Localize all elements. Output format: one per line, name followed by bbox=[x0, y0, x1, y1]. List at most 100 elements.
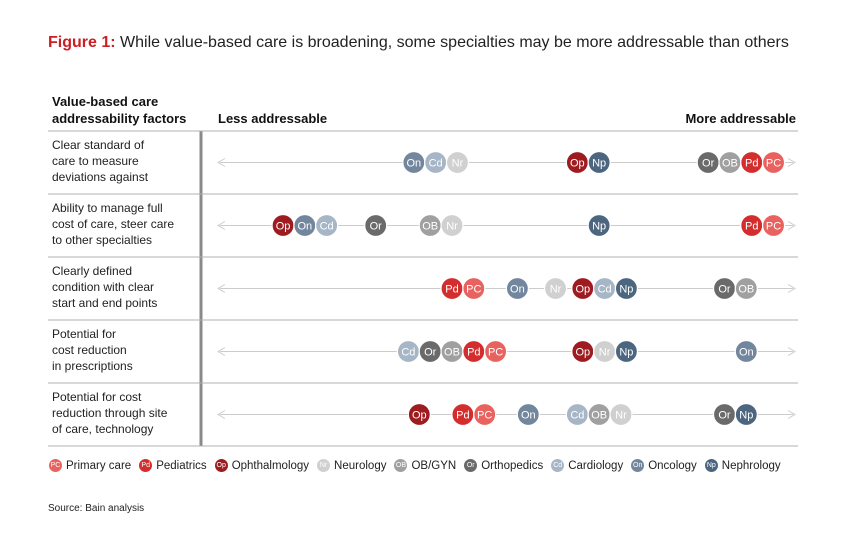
marker-label: On bbox=[739, 347, 754, 359]
legend-label: Nephrology bbox=[721, 459, 781, 472]
legend-item-ob: OB OB/GYN bbox=[393, 458, 456, 473]
marker-label: Nr bbox=[599, 347, 611, 359]
legend-swatch: Or bbox=[463, 458, 479, 473]
marker-label: Pd bbox=[745, 158, 758, 170]
marker-ob: OB bbox=[734, 276, 758, 301]
legend-label: Neurology bbox=[334, 459, 387, 472]
arrow-right bbox=[787, 284, 797, 293]
marker-label: On bbox=[521, 410, 536, 422]
arrow-right bbox=[787, 347, 797, 356]
marker-or: Or bbox=[418, 339, 442, 364]
legend-label: OB/GYN bbox=[411, 459, 457, 472]
marker-label: Nr bbox=[446, 221, 458, 233]
marker-label: Np bbox=[619, 347, 633, 359]
marker-or: Or bbox=[712, 276, 737, 301]
marker-op: Op bbox=[571, 276, 595, 301]
marker-on: On bbox=[505, 276, 530, 301]
marker-label: Op bbox=[575, 347, 590, 359]
marker-or: Or bbox=[712, 402, 737, 427]
marker-label: On bbox=[510, 284, 525, 296]
legend: PC Primary care Pd Pediatrics Op Ophthalmolog… bbox=[48, 458, 788, 473]
marker-cd: Cd bbox=[565, 402, 589, 427]
marker-label: Op bbox=[570, 158, 585, 170]
marker-label: Or bbox=[718, 410, 731, 422]
legend-swatch: Pd bbox=[138, 458, 154, 473]
arrow-right bbox=[787, 410, 797, 419]
marker-label: PC bbox=[766, 158, 781, 170]
marker-on: On bbox=[734, 339, 758, 364]
marker-label: OB bbox=[422, 221, 438, 233]
marker-label: Cd bbox=[598, 284, 612, 296]
legend-item-cd: Cd Cardiology bbox=[550, 458, 623, 473]
marker-label: Nr bbox=[550, 284, 562, 296]
legend-item-on: On Oncology bbox=[630, 458, 697, 473]
marker-pd: Pd bbox=[451, 402, 475, 427]
marker-nr: Nr bbox=[440, 213, 464, 238]
marker-pd: Pd bbox=[462, 339, 486, 364]
marker-label: Op bbox=[575, 284, 590, 296]
marker-pd: Pd bbox=[440, 276, 464, 301]
marker-cd: Cd bbox=[315, 213, 339, 238]
legend-swatch: Np bbox=[703, 458, 719, 473]
legend-label: Oncology bbox=[648, 459, 697, 472]
marker-ob: OB bbox=[418, 213, 442, 238]
arrow-left bbox=[216, 221, 226, 230]
arrow-right bbox=[787, 221, 797, 230]
factor-label: Potential for cost reduction in prescrip… bbox=[52, 327, 133, 373]
marker-label: PC bbox=[466, 284, 481, 296]
legend-item-or: Or Orthopedics bbox=[463, 458, 543, 473]
legend-swatch: On bbox=[630, 458, 646, 473]
arrow-left bbox=[216, 347, 226, 356]
marker-cd: Cd bbox=[592, 276, 617, 301]
marker-label: Cd bbox=[429, 158, 443, 170]
marker-label: Np bbox=[739, 410, 753, 422]
marker-pd: Pd bbox=[740, 213, 764, 238]
marker-label: PC bbox=[766, 221, 781, 233]
marker-ob: OB bbox=[718, 150, 742, 175]
marker-cd: Cd bbox=[424, 150, 448, 175]
marker-np: Np bbox=[614, 339, 639, 364]
marker-pd: Pd bbox=[740, 150, 764, 175]
marker-or: Or bbox=[696, 150, 720, 175]
figure-title: Figure 1: While value-based care is broa… bbox=[48, 34, 789, 52]
marker-label: Cd bbox=[570, 410, 584, 422]
legend-item-pd: Pd Pediatrics bbox=[138, 458, 207, 473]
marker-label: Or bbox=[702, 158, 715, 170]
less-addressable-header: Less addressable bbox=[218, 111, 328, 126]
marker-cd: Cd bbox=[396, 339, 420, 364]
marker-label: Or bbox=[424, 347, 437, 359]
legend-label: Pediatrics bbox=[156, 459, 207, 472]
marker-nr: Nr bbox=[445, 150, 470, 175]
marker-on: On bbox=[402, 150, 426, 175]
marker-label: PC bbox=[488, 347, 503, 359]
marker-label: Pd bbox=[745, 221, 758, 233]
legend-swatch: Nr bbox=[316, 458, 332, 473]
marker-label: Or bbox=[718, 284, 731, 296]
marker-label: Cd bbox=[320, 221, 334, 233]
marker-op: Op bbox=[271, 213, 295, 238]
marker-label: Np bbox=[592, 221, 606, 233]
factors-header: Value-based care addressability factors bbox=[52, 94, 187, 126]
marker-pc: PC bbox=[473, 402, 497, 427]
legend-swatch: Op bbox=[213, 458, 229, 473]
marker-nr: Nr bbox=[592, 339, 617, 364]
marker-pc: PC bbox=[484, 339, 508, 364]
marker-label: Np bbox=[619, 284, 633, 296]
marker-nr: Nr bbox=[609, 402, 633, 427]
legend-item-op: Op Ophthalmology bbox=[213, 458, 310, 473]
marker-label: Cd bbox=[401, 347, 415, 359]
marker-label: Pd bbox=[467, 347, 480, 359]
factor-label: Potential for cost reduction through sit… bbox=[52, 390, 168, 436]
figure-title-lead: Figure 1: bbox=[48, 34, 116, 51]
marker-label: Or bbox=[370, 221, 383, 233]
arrow-left bbox=[216, 410, 226, 419]
legend-label: Ophthalmology bbox=[231, 459, 310, 472]
marker-op: Op bbox=[571, 339, 595, 364]
marker-ob: OB bbox=[440, 339, 464, 364]
marker-op: Op bbox=[407, 402, 431, 427]
marker-label: Nr bbox=[615, 410, 627, 422]
marker-label: OB bbox=[444, 347, 460, 359]
marker-np: Np bbox=[587, 213, 611, 238]
more-addressable-header: More addressable bbox=[685, 111, 796, 126]
marker-ob: OB bbox=[587, 402, 611, 427]
